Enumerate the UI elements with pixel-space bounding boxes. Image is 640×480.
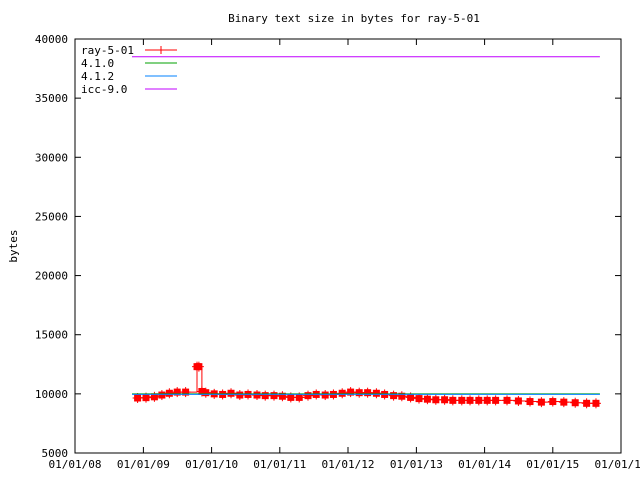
series-line-ray-5-01	[137, 366, 596, 404]
y-tick-label: 20000	[35, 270, 68, 283]
x-tick-label: 01/01/12	[322, 458, 375, 471]
data-point	[320, 390, 331, 401]
x-tick-label: 01/01/14	[458, 458, 511, 471]
data-point	[388, 390, 399, 401]
y-tick-label: 10000	[35, 388, 68, 401]
axes: 5000 10000 15000 20000 25000 30000 35000 40000 0…	[35, 33, 640, 471]
data-point	[536, 397, 547, 408]
x-tick-label: 01/01/16	[595, 458, 640, 471]
data-point	[590, 398, 601, 409]
data-point	[396, 391, 407, 402]
data-point	[465, 395, 476, 406]
data-point	[371, 388, 382, 399]
y-axis-label: bytes	[7, 229, 20, 262]
data-point	[156, 390, 167, 401]
data-point	[252, 390, 262, 401]
data-point	[558, 397, 569, 408]
y-tick-label: 25000	[35, 210, 68, 223]
data-point	[422, 394, 433, 405]
y-tick-label: 30000	[35, 151, 68, 164]
y-tick-label: 15000	[35, 329, 68, 342]
data-point	[473, 395, 484, 406]
data-point	[430, 394, 441, 405]
data-point	[180, 387, 191, 398]
data-point	[149, 391, 160, 402]
data-point	[200, 387, 211, 398]
data-point	[581, 398, 592, 409]
y-tick-label: 40000	[35, 33, 68, 46]
x-tick-label: 01/01/08	[49, 458, 102, 471]
data-point	[525, 396, 535, 407]
data-point	[547, 396, 558, 407]
x-tick-label: 01/01/11	[253, 458, 306, 471]
data-point	[277, 391, 288, 402]
legend-label: 4.1.2	[81, 70, 114, 83]
data-point	[234, 390, 245, 401]
data-point	[482, 395, 493, 406]
data-point	[226, 388, 237, 399]
data-point	[164, 388, 175, 399]
data-point	[362, 387, 373, 398]
data-point	[354, 387, 365, 398]
data-point	[269, 390, 280, 401]
series-layer	[132, 56, 601, 409]
data-point	[193, 361, 204, 372]
chart-title: Binary text size in bytes for ray-5-01	[228, 12, 480, 25]
data-point	[570, 397, 581, 408]
data-point	[172, 387, 183, 398]
x-tick-label: 01/01/15	[526, 458, 579, 471]
y-tick-label: 5000	[42, 447, 69, 460]
data-point	[260, 390, 271, 401]
data-point	[337, 388, 348, 399]
data-point	[502, 395, 513, 406]
data-point	[345, 387, 356, 398]
x-tick-label: 01/01/09	[117, 458, 170, 471]
data-point	[439, 394, 450, 405]
y-tick-label: 35000	[35, 92, 68, 105]
data-point	[490, 395, 501, 406]
legend-label: 4.1.0	[81, 57, 114, 70]
data-point	[414, 393, 425, 404]
data-point	[447, 395, 458, 406]
data-point	[303, 390, 314, 401]
data-point	[513, 395, 524, 406]
x-tick-label: 01/01/13	[390, 458, 443, 471]
x-tick-label: 01/01/10	[185, 458, 238, 471]
legend-label: ray-5-01	[81, 44, 134, 57]
legend-label: icc-9.0	[81, 83, 127, 96]
